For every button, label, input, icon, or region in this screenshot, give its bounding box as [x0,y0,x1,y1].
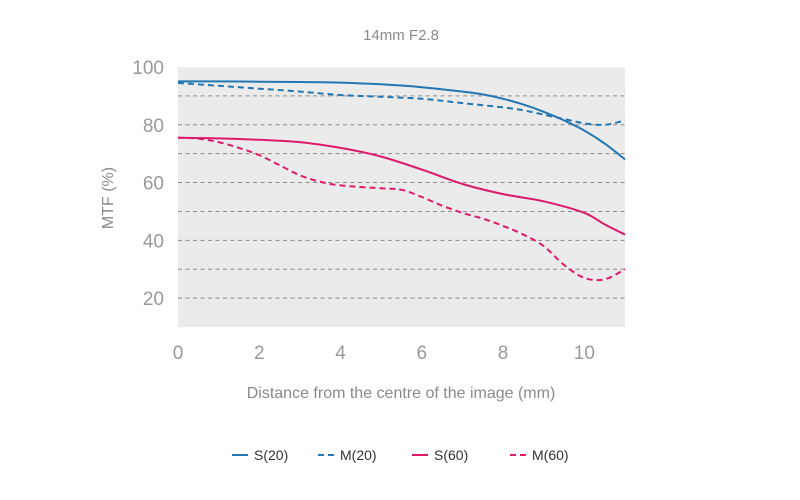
legend-item: S(60) [412,447,468,463]
series-line-s-20 [177,80,626,161]
x-tick-label: 0 [173,343,184,364]
legend-label: M(20) [340,447,377,463]
series-line-s-60 [177,136,626,236]
y-axis-ticks: 20 40 60 80 100 [132,58,164,310]
legend-item: M(20) [318,447,377,463]
y-axis-label: MTF (%) [100,167,117,229]
y-tick-label: 20 [143,289,164,310]
chart-title: 14mm F2.8 [363,27,439,44]
x-tick-label: 2 [254,343,265,364]
series-line-m-20 [177,81,626,126]
y-tick-label: 40 [143,231,164,252]
x-axis-ticks: 0 2 4 6 8 10 [173,343,595,364]
legend-label: S(60) [434,447,468,463]
legend-label: M(60) [532,447,569,463]
plot-area [178,67,625,327]
y-tick-label: 60 [143,174,164,195]
x-tick-label: 4 [335,343,346,364]
y-tick-label: 80 [143,116,164,137]
x-axis-label: Distance from the centre of the image (m… [247,385,556,402]
series-line-m-60 [177,136,626,282]
x-tick-label: 8 [498,343,509,364]
legend-label: S(20) [254,447,288,463]
series-lines [177,80,626,282]
legend-item: S(20) [232,447,288,463]
x-tick-label: 6 [417,343,428,364]
y-tick-label: 100 [132,58,164,79]
x-tick-label: 10 [574,343,595,364]
legend-item: M(60) [510,447,569,463]
legend: S(20) M(20) S(60) M(60) [232,447,569,463]
